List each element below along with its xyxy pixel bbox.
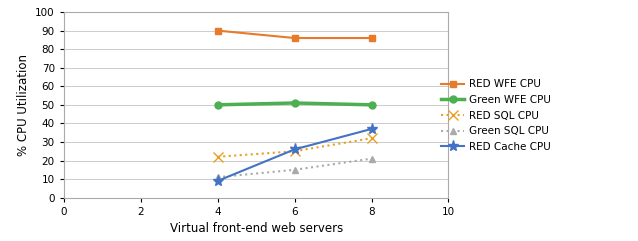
Line: Green WFE CPU: Green WFE CPU xyxy=(214,100,375,108)
Line: RED WFE CPU: RED WFE CPU xyxy=(214,27,375,41)
RED SQL CPU xyxy=(291,150,299,153)
Legend: RED WFE CPU, Green WFE CPU, RED SQL CPU, Green SQL CPU, RED Cache CPU: RED WFE CPU, Green WFE CPU, RED SQL CPU,… xyxy=(437,75,555,156)
RED Cache CPU xyxy=(214,180,221,182)
Green SQL CPU xyxy=(214,176,221,179)
Line: RED Cache CPU: RED Cache CPU xyxy=(212,123,377,187)
Y-axis label: % CPU Utilization: % CPU Utilization xyxy=(17,54,29,156)
Green SQL CPU xyxy=(291,168,299,171)
RED SQL CPU xyxy=(214,155,221,158)
RED WFE CPU xyxy=(367,37,375,40)
RED Cache CPU xyxy=(291,148,299,151)
Green WFE CPU xyxy=(367,103,375,106)
Green SQL CPU xyxy=(367,157,375,160)
RED Cache CPU xyxy=(367,127,375,130)
Green WFE CPU xyxy=(214,103,221,106)
Green WFE CPU xyxy=(291,101,299,104)
RED SQL CPU xyxy=(367,137,375,140)
RED WFE CPU xyxy=(214,29,221,32)
RED WFE CPU xyxy=(291,37,299,40)
Line: RED SQL CPU: RED SQL CPU xyxy=(213,133,376,162)
Line: Green SQL CPU: Green SQL CPU xyxy=(214,155,375,181)
X-axis label: Virtual front-end web servers: Virtual front-end web servers xyxy=(170,222,343,235)
